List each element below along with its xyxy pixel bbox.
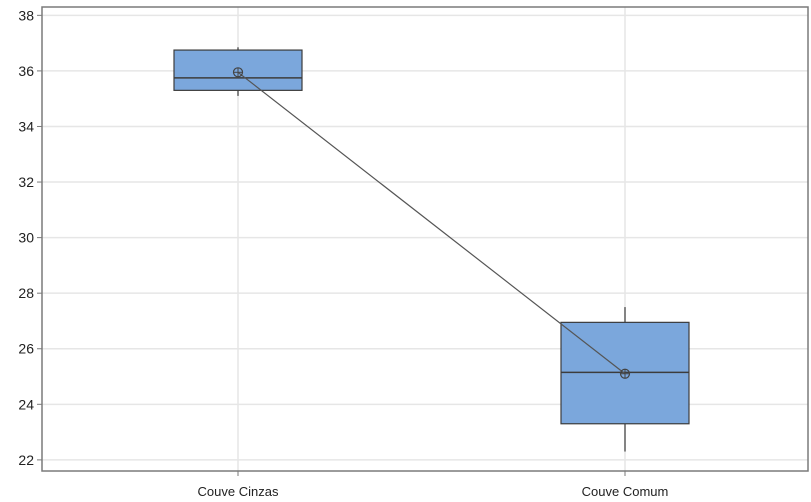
y-tick-label: 38 — [18, 7, 34, 23]
y-tick-label: 32 — [18, 174, 34, 190]
y-axis: 22 24 26 28 30 32 34 36 38 — [18, 7, 42, 468]
mean-marker — [619, 368, 631, 379]
mean-layer — [232, 67, 631, 379]
y-tick-label: 24 — [18, 396, 34, 412]
y-tick-label: 26 — [18, 341, 34, 357]
y-tick-label: 28 — [18, 285, 34, 301]
mean-marker — [232, 67, 244, 78]
mean-connect-line — [237, 71, 626, 375]
x-tick-label: Couve Cinzas — [198, 484, 279, 499]
y-tick-label: 22 — [18, 452, 34, 468]
plot-frame — [41, 6, 809, 472]
y-tick-label: 34 — [18, 118, 34, 134]
grid-layer — [42, 7, 808, 471]
x-tick-label: Couve Comum — [582, 484, 669, 499]
y-tick-label: 30 — [18, 230, 34, 246]
x-axis: Couve Cinzas Couve Comum — [198, 471, 669, 499]
y-tick-label: 36 — [18, 63, 34, 79]
